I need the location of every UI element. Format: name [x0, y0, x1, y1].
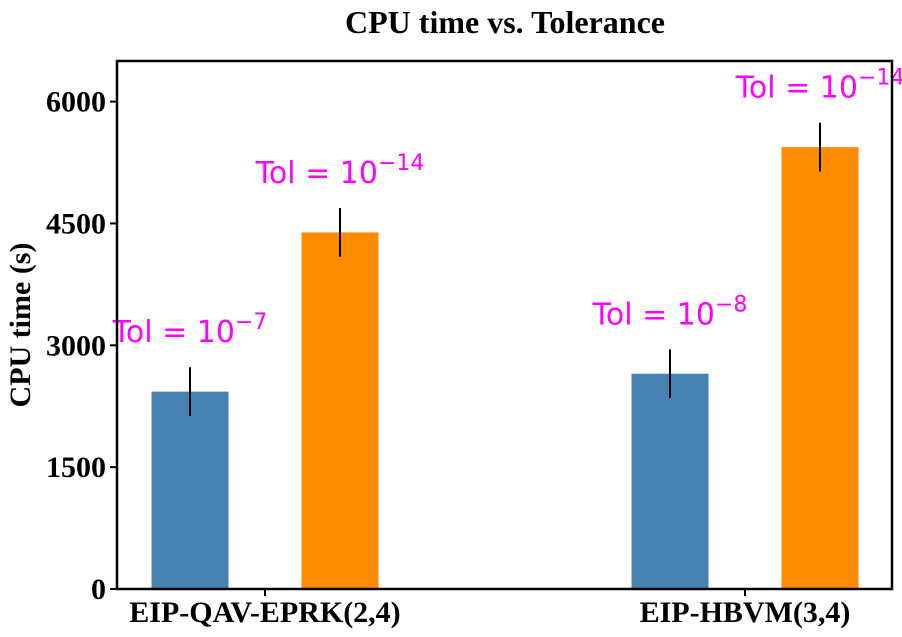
- bar: [781, 147, 859, 589]
- x-category-label: EIP-QAV-EPRK(2,4): [129, 596, 400, 629]
- bar: [151, 391, 229, 589]
- bar-annotation: Tol = 10−14: [735, 66, 902, 106]
- y-tick-label: 6000: [46, 86, 106, 119]
- chart-title: CPU time vs. Tolerance: [345, 4, 665, 40]
- y-axis-label: CPU time (s): [4, 243, 37, 408]
- bar: [631, 373, 709, 589]
- bar-annotation: Tol = 10−14: [255, 151, 425, 191]
- plot-area: 0 1500 3000 4500 6000 EIP-QAV-EPRK(2,4) EIP-HB…: [46, 66, 902, 629]
- bar-annotation: Tol = 10−8: [592, 292, 748, 332]
- y-tick-label: 4500: [46, 207, 106, 240]
- y-tick-label: 0: [91, 573, 106, 606]
- y-tick-label: 1500: [46, 451, 106, 484]
- x-category-label: EIP-HBVM(3,4): [640, 596, 851, 629]
- plot-frame: [115, 59, 894, 591]
- bar-annotation: Tol = 10−7: [112, 310, 268, 350]
- bar: [301, 232, 379, 590]
- y-tick-label: 3000: [46, 329, 106, 362]
